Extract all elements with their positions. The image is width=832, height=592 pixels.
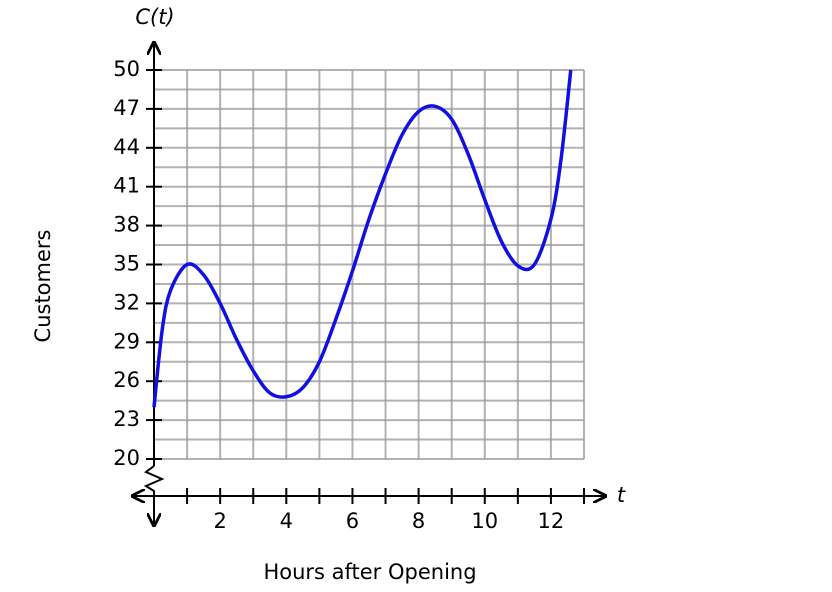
x-axis-symbol: t [617,483,626,507]
x-tick-label: 10 [471,509,498,533]
x-tick-label: 6 [346,509,359,533]
x-axis-title: Hours after Opening [263,560,476,584]
y-tick-label: 38 [113,213,140,237]
y-tick-label: 44 [113,135,140,159]
y-tick-label: 35 [113,252,140,276]
y-tick-label: 26 [113,368,140,392]
x-tick-label: 8 [412,509,425,533]
y-tick-label: 23 [113,407,140,431]
y-tick-label: 32 [113,290,140,314]
x-tick-label: 2 [213,509,226,533]
x-tick-label: 4 [280,509,293,533]
line-series [152,69,573,408]
y-tick-label: 50 [113,57,140,81]
y-tick-label: 29 [113,329,140,353]
y-tick-label: 20 [113,446,140,470]
grid [154,69,585,460]
y-tick-label: 41 [113,174,140,198]
x-tick-label: 12 [538,509,565,533]
y-axis-title: Customers [31,230,55,343]
y-axis-symbol: C(t) [135,5,174,29]
y-tick-label: 47 [113,96,140,120]
